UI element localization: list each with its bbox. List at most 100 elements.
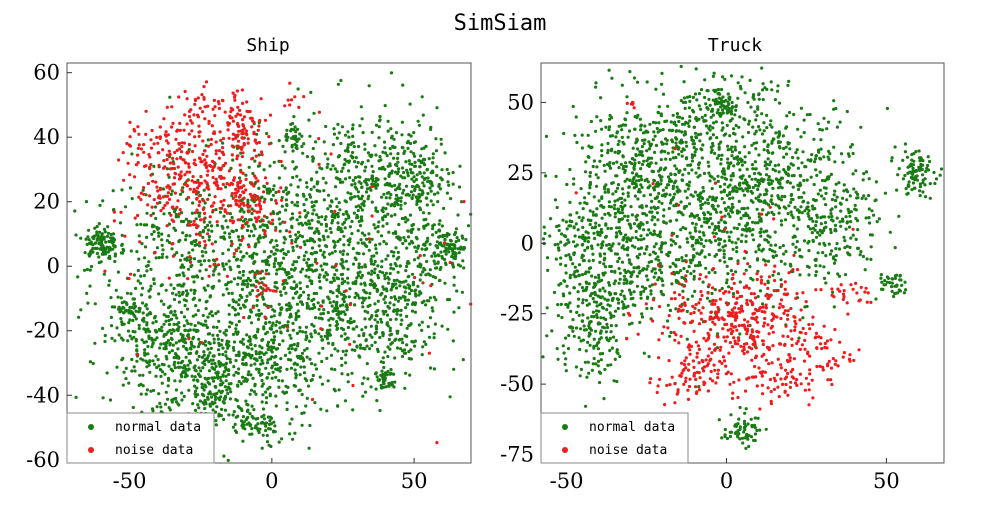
normal-point xyxy=(272,331,276,335)
normal-point xyxy=(395,193,399,197)
normal-point xyxy=(278,229,282,233)
normal-point xyxy=(304,274,308,278)
noise-point xyxy=(206,144,211,148)
normal-point xyxy=(334,324,338,328)
normal-point xyxy=(294,314,298,318)
normal-point xyxy=(314,316,318,320)
normal-point xyxy=(163,402,168,406)
y-tick-label: -40 xyxy=(26,383,60,407)
noise-point xyxy=(204,80,209,84)
normal-point xyxy=(215,325,219,329)
normal-point xyxy=(452,367,456,371)
normal-point xyxy=(288,333,292,337)
normal-point xyxy=(707,271,711,275)
normal-point xyxy=(356,194,360,198)
normal-point xyxy=(447,250,451,254)
normal-point xyxy=(842,235,846,239)
normal-point xyxy=(321,311,325,316)
normal-point xyxy=(724,177,729,181)
normal-point xyxy=(272,252,276,256)
normal-point xyxy=(432,251,436,255)
normal-point xyxy=(107,283,111,287)
normal-point xyxy=(374,324,379,328)
normal-point xyxy=(306,297,311,301)
noise-point xyxy=(241,151,245,155)
normal-point xyxy=(250,269,254,273)
normal-point xyxy=(380,259,384,263)
normal-point xyxy=(142,256,147,260)
normal-point xyxy=(814,273,818,277)
normal-point xyxy=(186,307,190,311)
normal-point xyxy=(227,303,231,307)
normal-point xyxy=(867,216,871,220)
normal-point xyxy=(377,167,382,171)
normal-point xyxy=(370,335,374,339)
normal-point xyxy=(298,286,303,291)
normal-point xyxy=(408,141,413,146)
normal-point xyxy=(762,230,766,234)
normal-point xyxy=(708,216,713,220)
noise-point xyxy=(216,100,220,104)
normal-point xyxy=(239,250,243,254)
normal-point xyxy=(214,364,218,369)
normal-point xyxy=(274,367,278,371)
normal-point xyxy=(447,172,451,176)
normal-point xyxy=(671,150,675,154)
normal-point xyxy=(255,367,259,371)
normal-point xyxy=(440,244,444,248)
normal-point xyxy=(743,160,747,164)
normal-point xyxy=(191,248,195,252)
normal-point xyxy=(241,273,245,277)
normal-point xyxy=(822,241,826,245)
normal-point xyxy=(369,283,373,287)
normal-point xyxy=(305,261,309,265)
normal-point xyxy=(315,170,319,174)
normal-point xyxy=(359,282,363,286)
noise-point xyxy=(259,292,263,296)
normal-point xyxy=(295,302,299,306)
noise-point xyxy=(238,163,242,167)
normal-point xyxy=(401,83,405,87)
noise-point xyxy=(133,175,137,179)
normal-point xyxy=(423,268,427,272)
normal-point xyxy=(196,211,201,215)
normal-point xyxy=(253,159,257,163)
noise-point xyxy=(189,260,193,264)
normal-point xyxy=(217,389,221,393)
normal-point xyxy=(130,152,134,156)
normal-point xyxy=(267,372,271,376)
normal-point xyxy=(184,238,188,242)
normal-point xyxy=(735,209,739,213)
normal-point xyxy=(381,309,385,313)
normal-point xyxy=(244,399,248,403)
normal-point xyxy=(262,276,266,280)
normal-point xyxy=(358,343,362,347)
normal-point xyxy=(800,211,804,215)
normal-point xyxy=(274,239,278,243)
normal-point xyxy=(248,270,252,274)
noise-point xyxy=(196,113,200,117)
noise-point xyxy=(119,210,123,214)
noise-point xyxy=(171,121,175,125)
normal-point xyxy=(783,262,787,266)
normal-point xyxy=(690,221,695,225)
normal-point xyxy=(736,237,740,241)
normal-point xyxy=(299,365,303,369)
normal-point xyxy=(154,216,158,221)
normal-point xyxy=(110,237,114,241)
normal-point xyxy=(412,258,417,262)
normal-point xyxy=(136,279,140,283)
normal-point xyxy=(420,147,424,151)
normal-point xyxy=(322,198,326,202)
normal-point xyxy=(660,71,664,75)
normal-point xyxy=(141,188,145,192)
normal-point xyxy=(709,240,713,244)
normal-point xyxy=(414,235,418,239)
normal-point xyxy=(335,170,339,174)
noise-point xyxy=(175,148,179,152)
normal-point xyxy=(343,295,347,299)
normal-point xyxy=(825,127,829,131)
normal-point xyxy=(348,287,352,291)
normal-point xyxy=(144,359,148,363)
normal-point xyxy=(382,239,386,244)
